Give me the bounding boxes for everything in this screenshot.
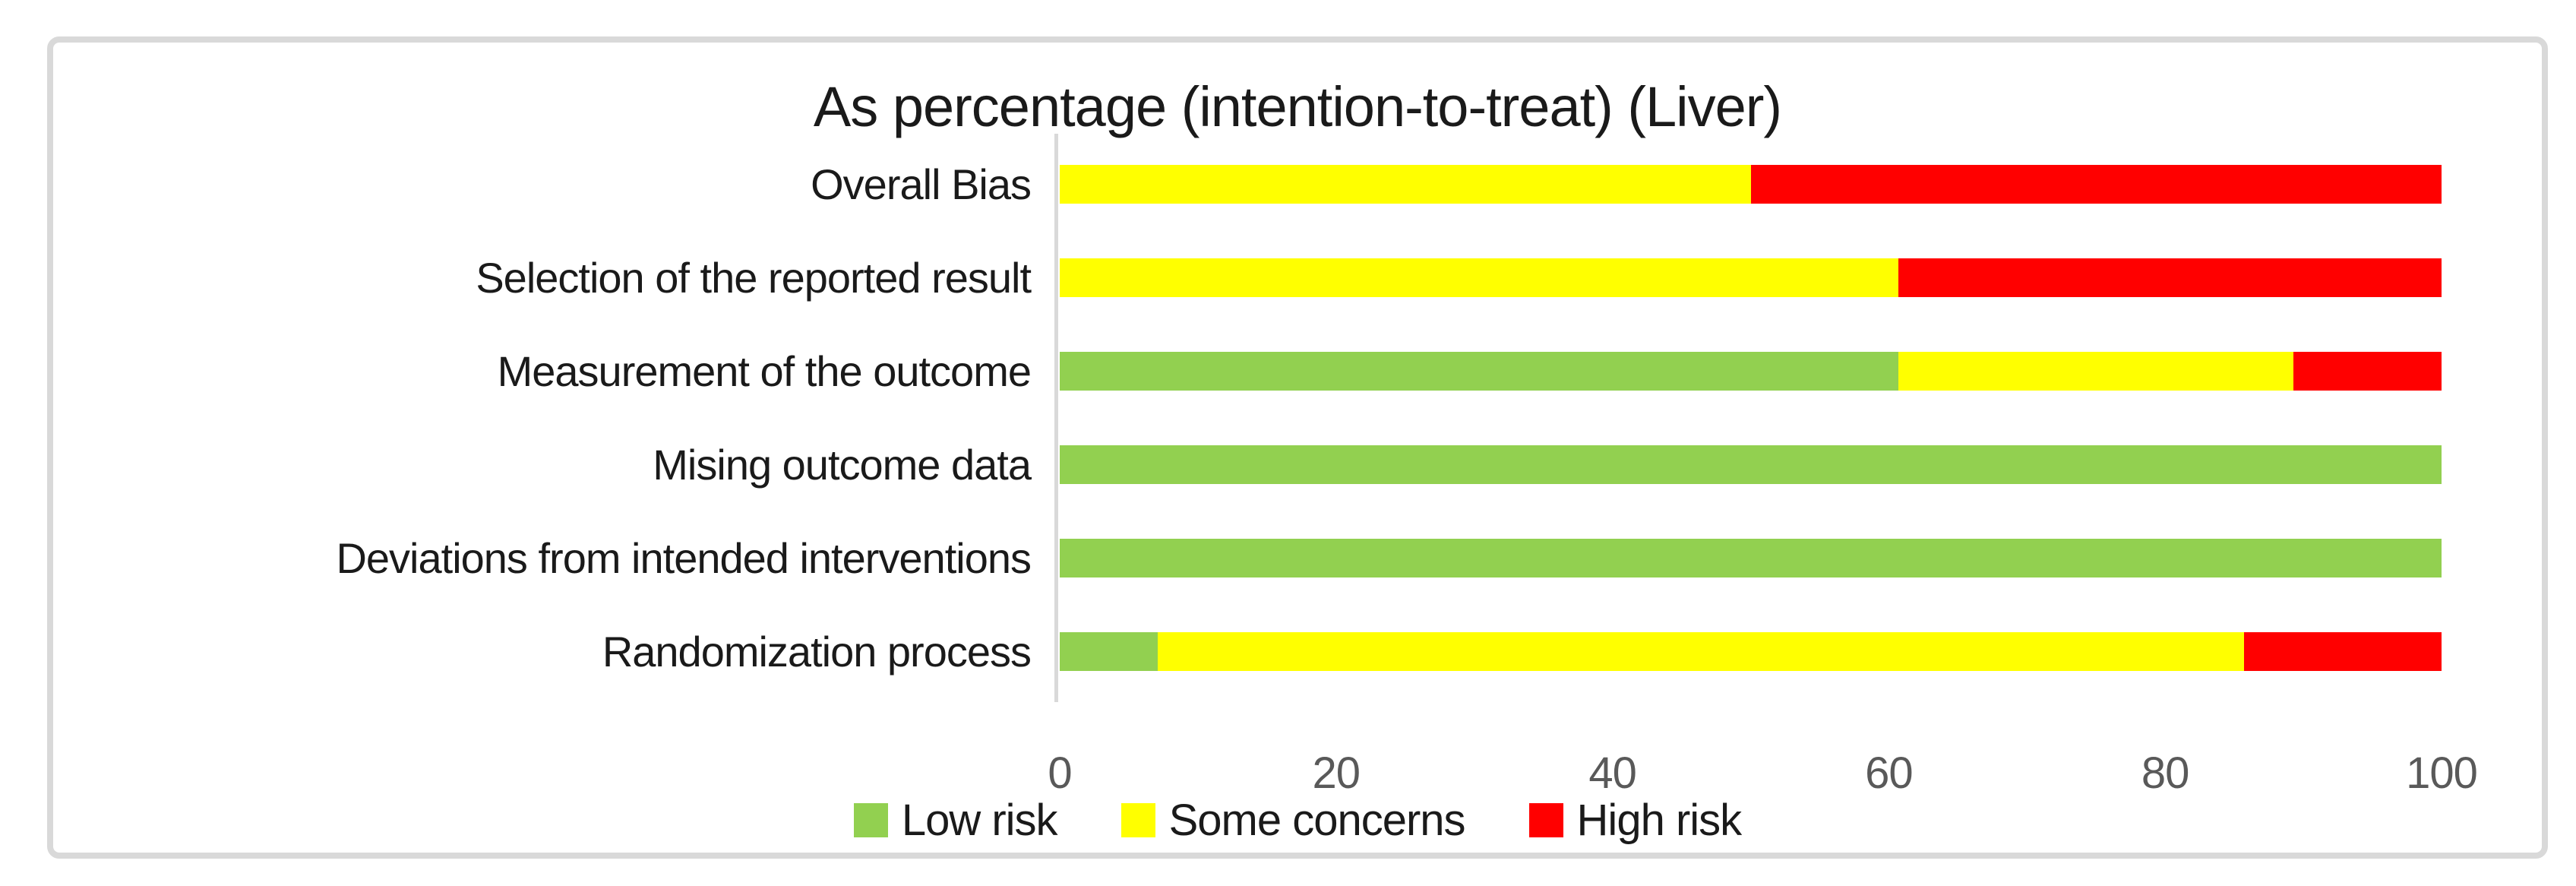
category-label: Measurement of the outcome xyxy=(497,347,1032,395)
chart-title: As percentage (intention-to-treat) (Live… xyxy=(813,75,1782,138)
category-row: Randomization process xyxy=(53,605,2542,698)
legend-swatch-icon xyxy=(1528,803,1563,837)
bar-track xyxy=(1060,352,2442,391)
bar-segment-high-risk xyxy=(2293,352,2442,391)
category-row: Selection of the reported result xyxy=(53,231,2542,324)
plot-rows: Overall Bias Selection of the reported re… xyxy=(53,138,2542,698)
category-label: Randomization process xyxy=(602,628,1032,676)
x-tick-label: 80 xyxy=(2141,748,2190,798)
bar-segment-high-risk xyxy=(1898,258,2442,297)
chart-area: As percentage (intention-to-treat) (Live… xyxy=(47,36,2548,859)
bar-segment-low-risk xyxy=(1060,632,1158,671)
x-tick-label: 60 xyxy=(1865,748,1914,798)
bar-segment-high-risk xyxy=(1750,165,2442,204)
category-row: Measurement of the outcome xyxy=(53,324,2542,418)
category-label: Selection of the reported result xyxy=(476,254,1032,302)
legend-item-some-concerns: Some concerns xyxy=(1120,795,1466,846)
legend-label: Low risk xyxy=(901,796,1058,845)
bar-segment-low-risk xyxy=(1060,539,2442,577)
bar-segment-high-risk xyxy=(2243,632,2442,671)
bar-segment-some-concerns xyxy=(1898,352,2294,391)
category-axis-line xyxy=(1054,134,1058,702)
bar-segment-some-concerns xyxy=(1060,258,1899,297)
x-axis-tick-labels: 0 20 40 60 80 100 xyxy=(53,748,2542,798)
bar-segment-low-risk xyxy=(1060,352,1899,391)
category-label: Deviations from intended interventions xyxy=(336,534,1032,582)
bar-track xyxy=(1060,165,2442,204)
x-tick-label: 40 xyxy=(1588,748,1637,798)
x-tick-label: 0 xyxy=(1048,748,1072,798)
category-row: Overall Bias xyxy=(53,138,2542,231)
bar-track xyxy=(1060,632,2442,671)
category-row: Mising outcome data xyxy=(53,418,2542,511)
bar-segment-some-concerns xyxy=(1060,165,1751,204)
bar-segment-low-risk xyxy=(1060,445,2442,484)
bar-track xyxy=(1060,539,2442,577)
category-label: Overall Bias xyxy=(811,160,1032,208)
legend-label: Some concerns xyxy=(1168,796,1466,845)
bar-track xyxy=(1060,445,2442,484)
legend-swatch-icon xyxy=(1120,803,1155,837)
legend-label: High risk xyxy=(1576,796,1743,845)
legend-swatch-icon xyxy=(853,803,888,837)
x-tick-label: 20 xyxy=(1312,748,1361,798)
legend: Low risk Some concerns High risk xyxy=(53,795,2542,846)
x-tick-label: 100 xyxy=(2406,748,2478,798)
legend-item-low-risk: Low risk xyxy=(853,795,1058,846)
category-row: Deviations from intended interventions xyxy=(53,511,2542,605)
bar-segment-some-concerns xyxy=(1158,632,2244,671)
bar-track xyxy=(1060,258,2442,297)
legend-item-high-risk: High risk xyxy=(1528,795,1743,846)
category-label: Mising outcome data xyxy=(653,441,1032,489)
